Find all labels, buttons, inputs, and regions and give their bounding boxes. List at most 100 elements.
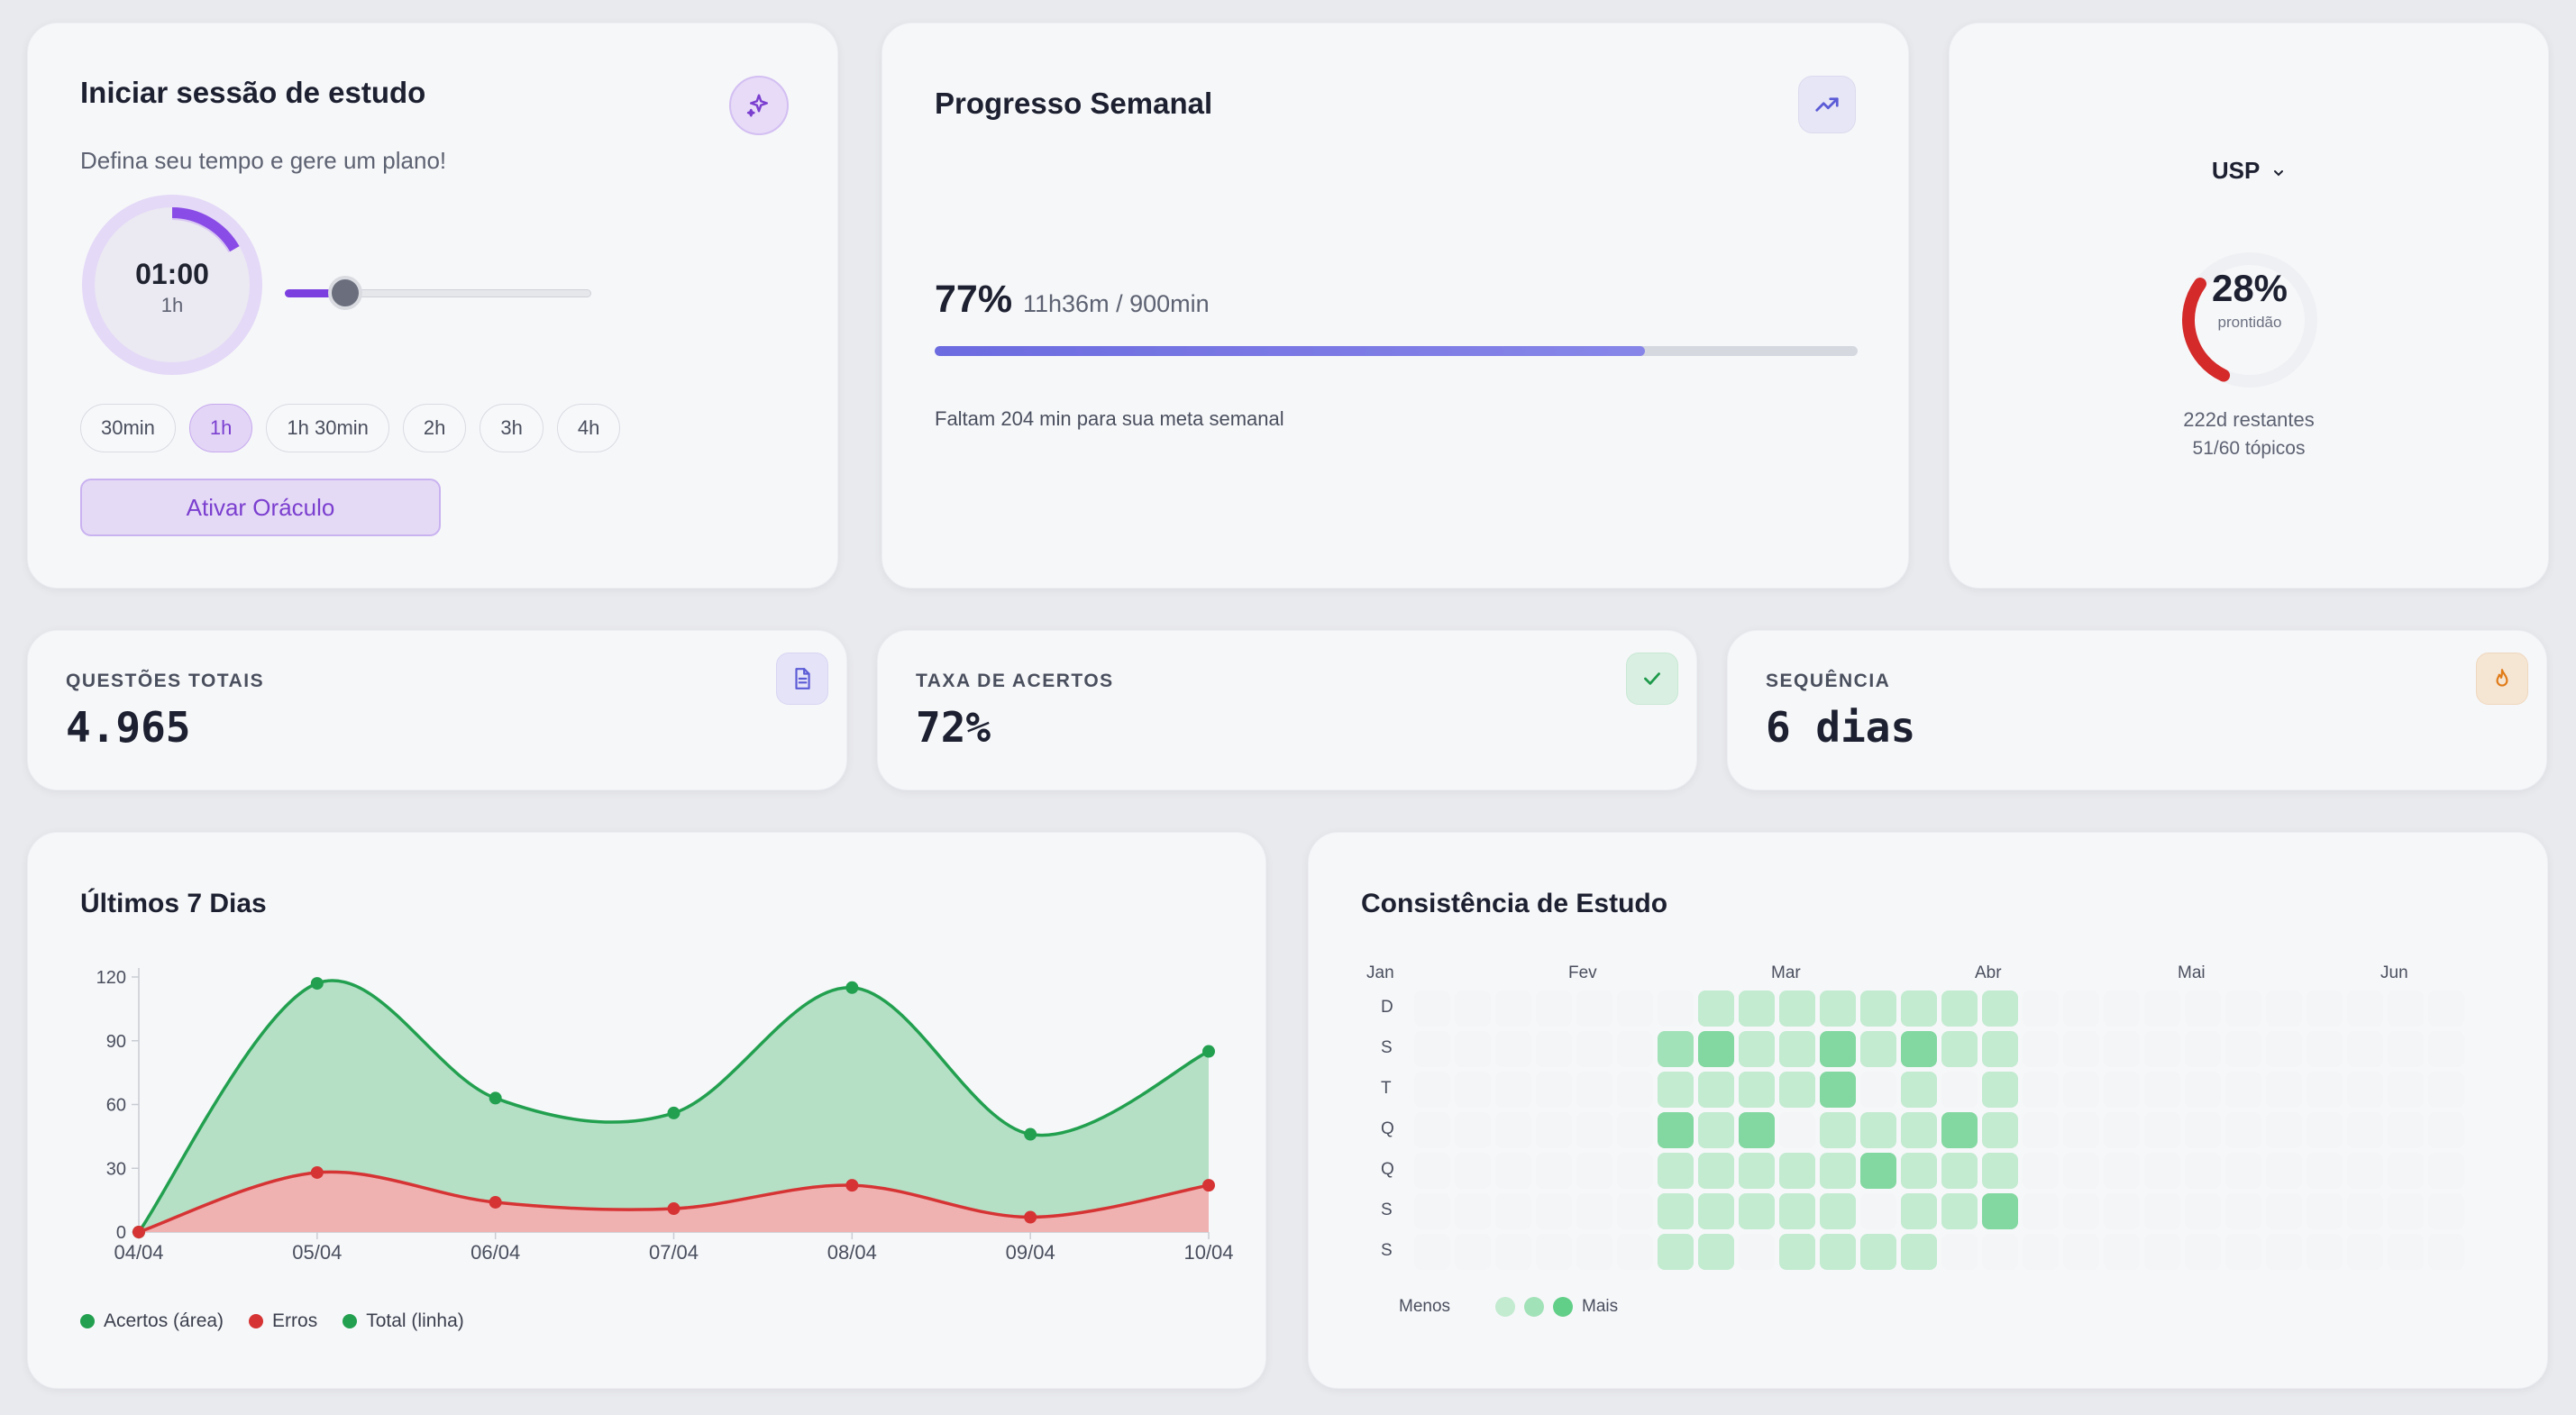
heatmap-cell[interactable] bbox=[1820, 1072, 1856, 1108]
legend-item[interactable]: Acertos (área) bbox=[80, 1310, 224, 1332]
heatmap-cell[interactable] bbox=[1576, 1153, 1612, 1189]
heatmap-cell[interactable] bbox=[1698, 990, 1734, 1027]
heatmap-cell[interactable] bbox=[1495, 1234, 1531, 1270]
heatmap-cell[interactable] bbox=[1495, 1153, 1531, 1189]
heatmap-cell[interactable] bbox=[1536, 1031, 1572, 1067]
heatmap-cell[interactable] bbox=[1455, 1234, 1491, 1270]
heatmap-cell[interactable] bbox=[1698, 1031, 1734, 1067]
heatmap-cell[interactable] bbox=[2307, 1193, 2343, 1229]
heatmap-cell[interactable] bbox=[2307, 1112, 2343, 1148]
heatmap-cell[interactable] bbox=[1576, 1193, 1612, 1229]
heatmap-cell[interactable] bbox=[2388, 1153, 2424, 1189]
heatmap-cell[interactable] bbox=[1901, 1072, 1937, 1108]
heatmap-cell[interactable] bbox=[2428, 1031, 2464, 1067]
heatmap-cell[interactable] bbox=[2144, 1234, 2180, 1270]
heatmap-cell[interactable] bbox=[2063, 1112, 2099, 1148]
heatmap-cell[interactable] bbox=[1779, 1112, 1815, 1148]
heatmap-cell[interactable] bbox=[2225, 1072, 2261, 1108]
heatmap-cell[interactable] bbox=[1941, 1072, 1978, 1108]
heatmap-cell[interactable] bbox=[2185, 1072, 2221, 1108]
heatmap-cell[interactable] bbox=[2307, 990, 2343, 1027]
heatmap-cell[interactable] bbox=[2388, 1031, 2424, 1067]
heatmap-cell[interactable] bbox=[1658, 1031, 1694, 1067]
heatmap-cell[interactable] bbox=[1576, 990, 1612, 1027]
heatmap-cell[interactable] bbox=[1658, 1193, 1694, 1229]
heatmap-cell[interactable] bbox=[2347, 1031, 2383, 1067]
heatmap-cell[interactable] bbox=[2428, 1234, 2464, 1270]
slider-handle[interactable] bbox=[327, 276, 362, 310]
heatmap-cell[interactable] bbox=[2023, 990, 2059, 1027]
heatmap-cell[interactable] bbox=[2144, 1072, 2180, 1108]
heatmap-cell[interactable] bbox=[2144, 1193, 2180, 1229]
heatmap-cell[interactable] bbox=[2225, 1031, 2261, 1067]
heatmap-cell[interactable] bbox=[2185, 1112, 2221, 1148]
heatmap-cell[interactable] bbox=[2266, 1112, 2302, 1148]
heatmap-cell[interactable] bbox=[1779, 1072, 1815, 1108]
heatmap-cell[interactable] bbox=[1901, 1031, 1937, 1067]
heatmap-cell[interactable] bbox=[1739, 1153, 1775, 1189]
heatmap-cell[interactable] bbox=[1536, 1193, 1572, 1229]
heatmap-cell[interactable] bbox=[2144, 1153, 2180, 1189]
heatmap-cell[interactable] bbox=[2185, 1193, 2221, 1229]
heatmap-cell[interactable] bbox=[2428, 1072, 2464, 1108]
heatmap-cell[interactable] bbox=[1941, 1031, 1978, 1067]
heatmap-cell[interactable] bbox=[2266, 1193, 2302, 1229]
timer-dial[interactable]: 01:00 1h bbox=[80, 193, 264, 377]
heatmap-cell[interactable] bbox=[2266, 1153, 2302, 1189]
heatmap-cell[interactable] bbox=[1941, 1112, 1978, 1148]
heatmap-cell[interactable] bbox=[2347, 1072, 2383, 1108]
heatmap-cell[interactable] bbox=[1982, 1112, 2018, 1148]
heatmap-cell[interactable] bbox=[2144, 990, 2180, 1027]
heatmap-cell[interactable] bbox=[1495, 1193, 1531, 1229]
heatmap-cell[interactable] bbox=[1455, 990, 1491, 1027]
heatmap-cell[interactable] bbox=[2144, 1031, 2180, 1067]
heatmap-cell[interactable] bbox=[1982, 1234, 2018, 1270]
heatmap-cell[interactable] bbox=[2388, 1234, 2424, 1270]
heatmap-cell[interactable] bbox=[2388, 1112, 2424, 1148]
heatmap-cell[interactable] bbox=[1698, 1072, 1734, 1108]
heatmap-cell[interactable] bbox=[1820, 990, 1856, 1027]
heatmap-cell[interactable] bbox=[2266, 1031, 2302, 1067]
heatmap-cell[interactable] bbox=[2104, 1153, 2140, 1189]
heatmap-cell[interactable] bbox=[2307, 1153, 2343, 1189]
heatmap-cell[interactable] bbox=[2023, 1112, 2059, 1148]
heatmap-cell[interactable] bbox=[1779, 1153, 1815, 1189]
heatmap-cell[interactable] bbox=[2104, 1072, 2140, 1108]
heatmap-cell[interactable] bbox=[2023, 1072, 2059, 1108]
duration-chip[interactable]: 1h 30min bbox=[266, 404, 389, 452]
heatmap-cell[interactable] bbox=[1901, 990, 1937, 1027]
heatmap-cell[interactable] bbox=[2225, 1234, 2261, 1270]
heatmap-cell[interactable] bbox=[2063, 1193, 2099, 1229]
heatmap-cell[interactable] bbox=[1941, 1153, 1978, 1189]
heatmap-cell[interactable] bbox=[2428, 1112, 2464, 1148]
heatmap-cell[interactable] bbox=[2428, 1153, 2464, 1189]
heatmap-cell[interactable] bbox=[2185, 1031, 2221, 1067]
heatmap-cell[interactable] bbox=[1739, 1112, 1775, 1148]
heatmap-cell[interactable] bbox=[1860, 1112, 1896, 1148]
heatmap-cell[interactable] bbox=[2347, 1153, 2383, 1189]
heatmap-cell[interactable] bbox=[2023, 1193, 2059, 1229]
heatmap-cell[interactable] bbox=[1739, 990, 1775, 1027]
heatmap-cell[interactable] bbox=[1617, 1234, 1653, 1270]
heatmap-cell[interactable] bbox=[2307, 1234, 2343, 1270]
heatmap-cell[interactable] bbox=[1860, 1153, 1896, 1189]
heatmap-cell[interactable] bbox=[1860, 1193, 1896, 1229]
heatmap-cell[interactable] bbox=[1455, 1112, 1491, 1148]
heatmap-cell[interactable] bbox=[1820, 1112, 1856, 1148]
heatmap-cell[interactable] bbox=[2104, 1234, 2140, 1270]
heatmap-cell[interactable] bbox=[1617, 1112, 1653, 1148]
legend-item[interactable]: Erros bbox=[249, 1310, 317, 1332]
heatmap-cell[interactable] bbox=[2347, 1112, 2383, 1148]
heatmap-cell[interactable] bbox=[2347, 1193, 2383, 1229]
heatmap-cell[interactable] bbox=[1941, 1234, 1978, 1270]
heatmap-cell[interactable] bbox=[2388, 1193, 2424, 1229]
heatmap-cell[interactable] bbox=[2266, 1234, 2302, 1270]
heatmap-cell[interactable] bbox=[1536, 1112, 1572, 1148]
heatmap-cell[interactable] bbox=[1820, 1234, 1856, 1270]
sparkles-icon[interactable] bbox=[729, 76, 789, 135]
heatmap-cell[interactable] bbox=[2266, 990, 2302, 1027]
heatmap-cell[interactable] bbox=[1698, 1153, 1734, 1189]
duration-chip[interactable]: 4h bbox=[556, 404, 621, 452]
heatmap-cell[interactable] bbox=[1739, 1072, 1775, 1108]
heatmap-cell[interactable] bbox=[2225, 1193, 2261, 1229]
